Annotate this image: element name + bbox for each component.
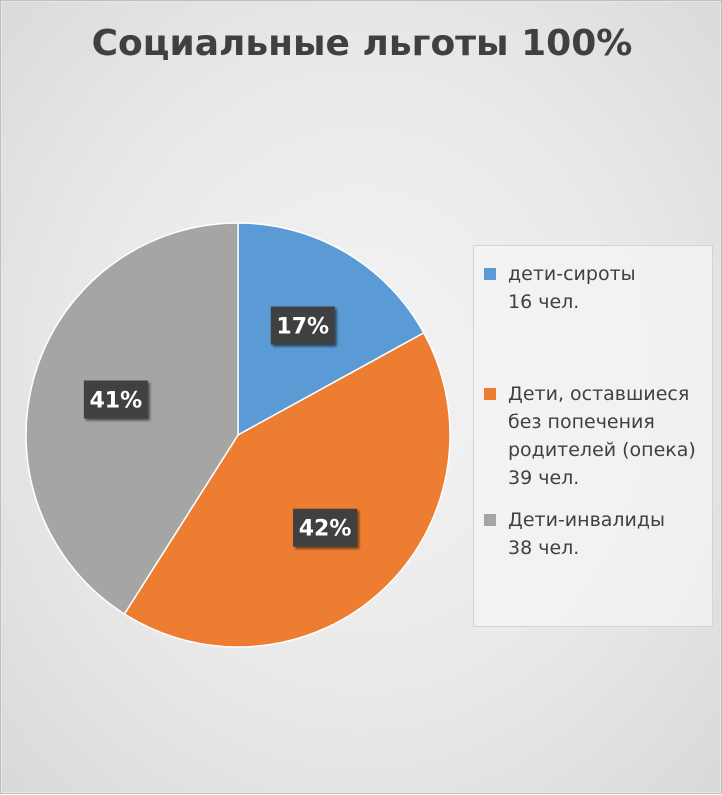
data-label-disabled: 41% <box>83 380 148 419</box>
pie-slice-guardianship <box>123 331 451 648</box>
data-label-box <box>83 380 148 419</box>
data-label-orphans: 17% <box>270 306 335 345</box>
legend-label: Дети, оставшиеся без попечения родителей… <box>508 383 696 461</box>
legend-count: 39 чел. <box>508 467 580 489</box>
data-label-box <box>293 508 358 547</box>
legend-item-guardianship: Дети, оставшиеся без попечения родителей… <box>484 380 709 492</box>
legend-count: 38 чел. <box>508 537 580 559</box>
legend-count: 16 чел. <box>508 291 580 313</box>
data-label-box <box>270 306 335 345</box>
data-label-guardianship: 42% <box>293 508 358 547</box>
legend-item-disabled: Дети-инвалиды 38 чел. <box>484 506 709 562</box>
legend-label: дети-сироты <box>508 263 636 285</box>
legend-label: Дети-инвалиды <box>508 509 666 531</box>
legend: дети-сироты 16 чел. Дети, оставшиеся без… <box>473 245 713 627</box>
chart-title: Социальные льготы 100% <box>91 23 633 64</box>
legend-swatch <box>484 514 496 526</box>
data-label-text: 42% <box>299 517 352 542</box>
data-label-text: 17% <box>276 315 329 340</box>
legend-swatch <box>484 388 496 400</box>
legend-item-orphans: дети-сироты 16 чел. <box>484 260 709 316</box>
data-label-text: 41% <box>90 389 143 414</box>
legend-swatch <box>484 268 496 280</box>
